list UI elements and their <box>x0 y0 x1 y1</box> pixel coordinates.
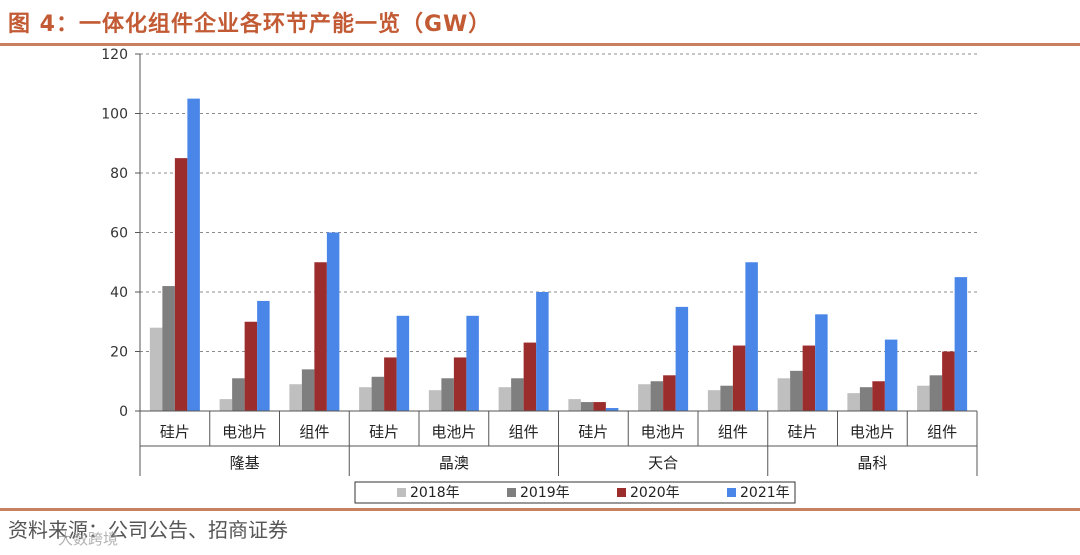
x-category-label: 电池片 <box>641 423 686 441</box>
bar <box>428 390 442 411</box>
x-category-label: 组件 <box>299 423 329 441</box>
bars <box>149 98 968 411</box>
bar <box>257 300 270 411</box>
bar <box>301 369 315 411</box>
x-category-label: 电池片 <box>850 423 895 441</box>
bar <box>580 402 594 411</box>
bar <box>162 286 175 411</box>
x-category-label: 组件 <box>927 423 957 441</box>
legend-swatch <box>507 488 516 497</box>
bar <box>732 345 746 411</box>
x-category-label: 电池片 <box>431 423 476 441</box>
legend-box <box>354 481 796 504</box>
x-category-label: 硅片 <box>788 423 818 441</box>
bar <box>802 345 816 411</box>
y-tick-label: 60 <box>110 226 128 242</box>
x-category-label: 硅片 <box>160 423 190 441</box>
bar <box>187 98 200 411</box>
bar <box>396 315 410 411</box>
bar-chart: 0 20 40 60 80 100 120 硅片 电池片 组件 硅片 电池片 组件 硅片 电池片 组件 硅片 电… <box>101 47 978 504</box>
y-tick-label: 100 <box>101 107 128 123</box>
x-category-label: 硅片 <box>369 423 399 441</box>
bar <box>466 315 479 411</box>
chart-title: 图 4：一体化组件企业各环节产能一览（GW） <box>8 12 492 37</box>
x-group-label: 晶科 <box>857 454 887 472</box>
source-note: 资料来源：公司公告、招商证券 <box>8 518 288 542</box>
y-tick-label: 80 <box>110 166 128 182</box>
bar <box>605 408 619 411</box>
bar <box>815 314 828 411</box>
bar <box>244 321 258 411</box>
title-divider <box>0 43 1080 46</box>
bar <box>650 381 664 411</box>
x-group-label: 隆基 <box>230 454 260 472</box>
bar <box>289 384 302 411</box>
legend-swatch <box>617 488 626 497</box>
watermark: 大数跨境 <box>58 530 119 548</box>
bar <box>523 342 537 411</box>
bar <box>149 327 163 411</box>
bar <box>707 390 721 411</box>
legend-label: 2021年 <box>740 485 790 501</box>
bar <box>777 378 791 411</box>
bar <box>441 378 454 411</box>
bar <box>663 375 676 411</box>
bar <box>371 376 385 411</box>
bar <box>675 306 689 411</box>
bar <box>384 357 397 411</box>
footer-divider <box>0 508 1080 511</box>
bar <box>929 375 943 411</box>
y-tick-label: 20 <box>110 345 128 361</box>
bar <box>720 385 733 411</box>
x-group-label: 天合 <box>648 454 678 472</box>
x-category-label: 硅片 <box>578 423 608 441</box>
bar <box>638 384 651 411</box>
bar <box>326 232 340 411</box>
bar <box>745 262 758 411</box>
y-tick-label: 120 <box>101 47 128 63</box>
legend-label: 2019年 <box>520 485 570 501</box>
bar <box>314 262 327 411</box>
bar <box>593 402 606 411</box>
bar <box>232 378 245 411</box>
bar <box>917 385 930 411</box>
bar <box>511 378 524 411</box>
bar <box>498 387 512 411</box>
legend: 2018年 2019年 2020年 2021年 <box>354 481 796 504</box>
x-category-label: 电池片 <box>222 423 267 441</box>
bar <box>954 277 968 411</box>
bar <box>536 292 549 411</box>
x-group-label: 晶澳 <box>439 454 469 472</box>
bar <box>568 399 581 411</box>
bar <box>884 339 898 411</box>
gridlines <box>140 53 977 352</box>
legend-swatch <box>727 488 736 497</box>
legend-label: 2020年 <box>630 485 680 501</box>
legend-swatch <box>397 488 406 497</box>
y-tick-label: 40 <box>110 285 128 301</box>
bar <box>790 370 803 411</box>
bar <box>942 351 955 411</box>
bar <box>174 158 188 411</box>
bar <box>359 387 372 411</box>
bar <box>453 357 467 411</box>
bar <box>847 393 860 411</box>
y-tick-label: 0 <box>119 404 128 420</box>
x-category-label: 组件 <box>718 423 748 441</box>
bar <box>219 399 233 411</box>
y-axis: 0 20 40 60 80 100 120 <box>101 47 141 420</box>
x-category-label: 组件 <box>509 423 539 441</box>
bar <box>859 387 873 411</box>
bar <box>872 381 885 411</box>
legend-label: 2018年 <box>410 485 460 501</box>
